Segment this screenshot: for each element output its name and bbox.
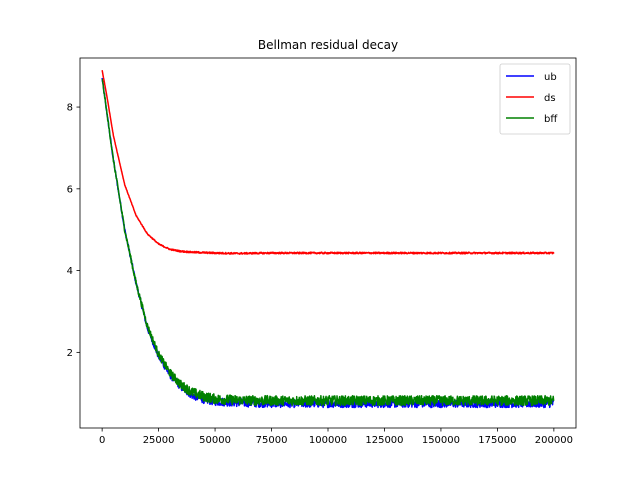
x-tick-label: 175000	[478, 435, 516, 446]
x-tick-label: 100000	[309, 435, 347, 446]
y-tick-label: 6	[67, 184, 73, 195]
y-tick-label: 4	[67, 266, 73, 277]
series-line-ds	[101, 70, 555, 255]
legend-label-ub: ub	[544, 72, 557, 83]
x-tick-label: 0	[99, 435, 105, 446]
series-layer	[101, 70, 555, 409]
axes-layer: 0 25000 50000 75000 100000 125000 150000 175000…	[67, 57, 577, 446]
x-tick-label: 200000	[535, 435, 573, 446]
x-tick-label: 50000	[199, 435, 231, 446]
legend: ub ds bff	[499, 63, 571, 135]
series-line-bff	[101, 78, 555, 407]
legend-box	[499, 63, 571, 135]
legend-label-bff: bff	[544, 114, 558, 125]
x-tick-label: 75000	[256, 435, 288, 446]
chart-title: Bellman residual decay	[258, 38, 398, 52]
y-tick-label: 2	[67, 348, 73, 359]
x-tick-label: 125000	[365, 435, 403, 446]
legend-label-ds: ds	[544, 93, 556, 104]
y-tick-label: 8	[67, 103, 73, 114]
x-tick-label: 25000	[143, 435, 175, 446]
x-tick-label: 150000	[422, 435, 460, 446]
